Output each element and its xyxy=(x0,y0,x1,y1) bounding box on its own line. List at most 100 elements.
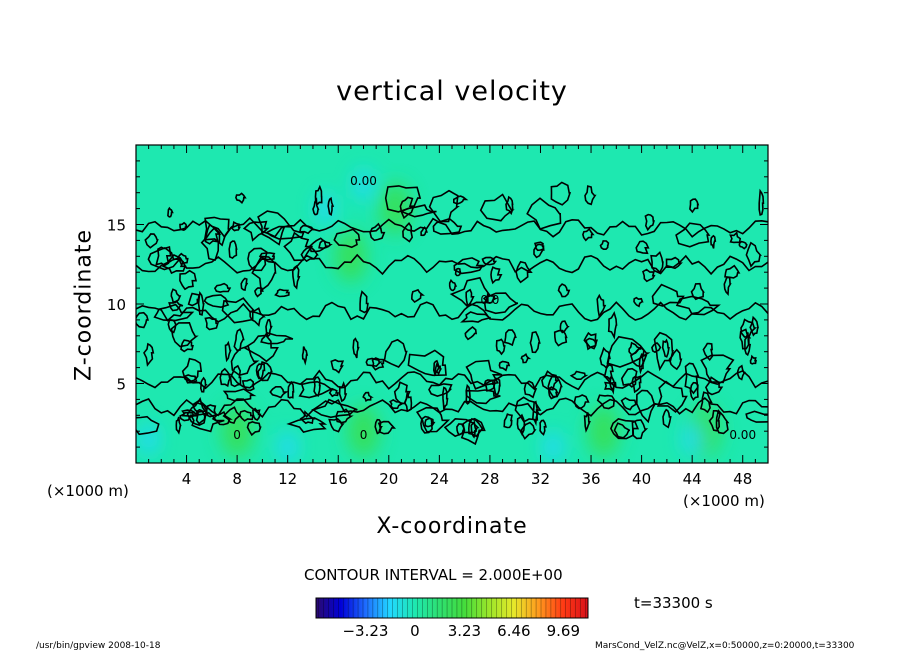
contour-line xyxy=(740,318,758,338)
x-tick-label: 32 xyxy=(531,470,550,488)
contour-line xyxy=(744,332,752,357)
contour-line xyxy=(710,234,717,249)
contour-line xyxy=(533,243,545,259)
contour-line xyxy=(628,341,642,356)
contour-line xyxy=(651,342,662,354)
colorbar: −3.23 0 3.23 6.46 9.69 xyxy=(315,597,589,640)
contour-line xyxy=(389,398,405,409)
contour-line xyxy=(523,380,538,399)
contour-line xyxy=(170,321,199,348)
contour-line xyxy=(136,253,768,276)
contour-line xyxy=(738,240,748,250)
heatmap-low-region xyxy=(277,431,298,463)
heatmap-high-region xyxy=(334,230,367,283)
contour-line xyxy=(136,415,160,436)
contour-line xyxy=(402,222,414,243)
contour-line xyxy=(168,300,184,312)
contour-line xyxy=(328,387,339,398)
contour-line xyxy=(449,276,491,308)
contour-line xyxy=(265,225,305,240)
contour-line xyxy=(222,406,243,425)
colorbar-frame xyxy=(315,597,589,619)
contour-line xyxy=(644,213,655,232)
contour-label: 0.0 xyxy=(480,293,499,307)
contour-line xyxy=(498,360,511,372)
contour-line xyxy=(603,363,614,381)
time-label: t=33300 s xyxy=(634,594,713,612)
contour-line xyxy=(300,246,319,263)
y-axis-label: Z-coordinate xyxy=(71,229,97,381)
colorbar-tick-label: 6.46 xyxy=(497,622,530,640)
heatmap-low-region xyxy=(353,168,374,201)
contour-line xyxy=(384,185,422,213)
contour-line xyxy=(613,422,631,439)
contour-line xyxy=(662,408,672,429)
contour-line xyxy=(230,345,260,376)
contour-line xyxy=(298,380,335,399)
colorbar-level-lines xyxy=(318,598,586,618)
contour-line xyxy=(143,342,155,367)
contour-line xyxy=(352,337,360,359)
contour-line xyxy=(224,340,232,363)
contour-line xyxy=(550,181,572,206)
contour-line xyxy=(651,283,685,307)
contour-line xyxy=(465,288,475,308)
contour-line xyxy=(526,197,562,230)
contour-line xyxy=(424,417,436,428)
contour-line xyxy=(314,184,323,205)
contour-line xyxy=(428,383,453,397)
x-axis-label: X-coordinate xyxy=(376,514,528,539)
contour-line xyxy=(311,398,358,419)
y-tick-label: 10 xyxy=(107,296,126,314)
contour-line xyxy=(690,282,705,301)
contour-line xyxy=(251,255,277,292)
contour-line xyxy=(539,419,547,436)
contour-line xyxy=(470,420,478,439)
contour-line xyxy=(599,240,610,250)
contour-line xyxy=(432,359,441,377)
contour-line xyxy=(383,338,408,368)
contour-line xyxy=(675,222,711,248)
contour-line xyxy=(661,338,670,358)
contour-line xyxy=(490,266,503,285)
colorbar-tick-label: 9.69 xyxy=(547,622,580,640)
footer-data-source: MarsCond_VelZ.nc@VelZ,x=0:50000,z=0:2000… xyxy=(595,641,855,651)
contour-line xyxy=(481,256,498,266)
x-tick-label: 40 xyxy=(632,470,651,488)
contour-line xyxy=(465,359,503,390)
heatmap-high-region xyxy=(587,405,620,458)
x-tick-label: 28 xyxy=(480,470,499,488)
contour-line xyxy=(242,220,270,242)
x-tick-label: 12 xyxy=(278,470,297,488)
contour-line xyxy=(456,423,466,436)
contour-line xyxy=(252,407,262,421)
contour-line xyxy=(330,359,345,374)
contour-lines xyxy=(136,181,768,446)
contour-line xyxy=(583,331,599,351)
contour-line xyxy=(147,246,182,271)
x-axis-tick-labels: 4 8 12 16 20 24 28 32 36 40 44 48 xyxy=(182,470,752,488)
contour-line xyxy=(482,294,499,304)
contour-line xyxy=(371,357,385,371)
contour-line xyxy=(179,269,197,291)
contour-line xyxy=(631,419,649,440)
contour-line xyxy=(633,296,644,308)
contour-line xyxy=(665,256,683,270)
contour-line xyxy=(247,247,268,272)
colorbar-tick-labels: −3.23 0 3.23 6.46 9.69 xyxy=(342,622,580,640)
contour-line xyxy=(287,380,295,399)
x-tick-label: 16 xyxy=(329,470,348,488)
contour-line xyxy=(410,288,425,304)
contour-line xyxy=(620,367,638,388)
contour-line xyxy=(235,192,247,204)
contour-line xyxy=(192,402,208,413)
y-axis-ticks xyxy=(136,160,768,448)
contour-line xyxy=(453,195,469,205)
contour-line xyxy=(638,353,645,375)
contour-line xyxy=(136,369,768,391)
contour-line xyxy=(241,378,255,392)
contour-line xyxy=(559,320,570,334)
contour-line xyxy=(503,413,513,429)
contour-line xyxy=(180,339,194,353)
heatmap-low-region xyxy=(138,423,159,456)
